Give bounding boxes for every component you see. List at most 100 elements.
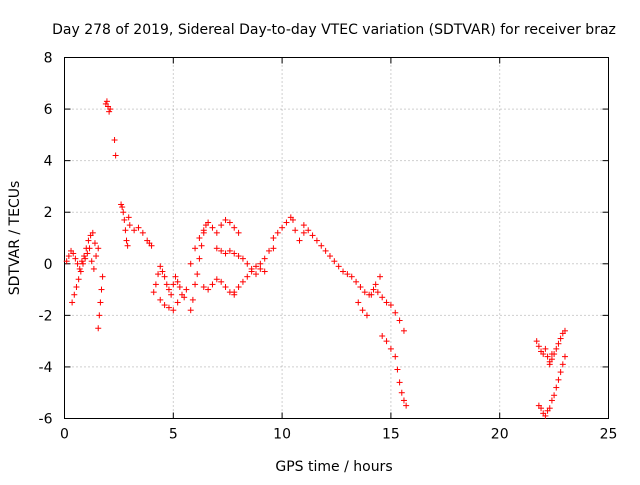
data-point — [318, 242, 325, 249]
data-point — [239, 255, 246, 262]
data-point — [69, 299, 76, 306]
data-point — [553, 345, 560, 352]
data-point — [252, 263, 259, 270]
data-point — [76, 265, 83, 272]
data-point — [165, 304, 172, 311]
data-point — [309, 232, 316, 239]
data-point — [368, 291, 375, 298]
tick-layer: 0 5 10 15 20 25 -6 -4 -2 0 2 4 6 8 — [39, 51, 618, 443]
data-point — [296, 237, 303, 244]
data-point — [348, 273, 355, 280]
data-point — [235, 229, 242, 236]
data-point — [548, 356, 555, 363]
data-point — [218, 247, 225, 254]
plot-frame — [64, 57, 609, 419]
data-point — [187, 307, 194, 314]
data-point — [96, 312, 103, 319]
data-point — [553, 384, 560, 391]
data-point — [403, 402, 410, 409]
data-point — [192, 281, 199, 288]
data-point — [244, 260, 251, 267]
grid-layer — [64, 57, 609, 419]
y-tick-label: -4 — [39, 360, 53, 376]
data-point — [150, 289, 157, 296]
data-point — [372, 281, 379, 288]
data-point — [355, 299, 362, 306]
data-point — [266, 247, 273, 254]
data-point — [274, 229, 281, 236]
data-point — [544, 353, 551, 360]
data-point — [148, 242, 155, 249]
data-point — [542, 412, 549, 419]
data-point — [392, 353, 399, 360]
data-point — [106, 108, 113, 115]
data-point — [248, 268, 255, 275]
data-point — [187, 260, 194, 267]
data-point — [192, 245, 199, 252]
data-point — [120, 209, 127, 216]
data-point — [222, 250, 229, 257]
data-point — [546, 405, 553, 412]
data-point — [194, 271, 201, 278]
data-point — [394, 366, 401, 373]
data-point — [209, 224, 216, 231]
data-point — [157, 296, 164, 303]
data-point — [231, 289, 238, 296]
data-point — [183, 286, 190, 293]
data-point — [181, 294, 188, 301]
data-point — [313, 237, 320, 244]
data-point — [213, 276, 220, 283]
y-axis-label: SDTVAR / TECUs — [7, 181, 23, 296]
data-point — [85, 237, 92, 244]
data-point — [152, 281, 159, 288]
data-point — [359, 307, 366, 314]
data-point — [174, 299, 181, 306]
y-tick-label: -6 — [39, 412, 53, 428]
data-point — [174, 278, 181, 285]
data-point — [546, 361, 553, 368]
data-point — [235, 253, 242, 260]
data-point — [170, 281, 177, 288]
data-point — [257, 265, 264, 272]
data-point — [63, 258, 70, 265]
data-point — [326, 253, 333, 260]
data-point — [189, 296, 196, 303]
data-point — [548, 397, 555, 404]
data-point — [340, 268, 347, 275]
data-point — [119, 204, 126, 211]
data-point — [99, 273, 106, 280]
data-point — [222, 216, 229, 223]
data-point — [257, 260, 264, 267]
data-point — [170, 307, 177, 314]
data-point — [112, 152, 119, 159]
data-point — [261, 268, 268, 275]
data-point — [103, 98, 110, 105]
data-point — [261, 255, 268, 262]
x-tick-label: 5 — [169, 427, 178, 443]
chart-title: Day 278 of 2019, Sidereal Day-to-day VTE… — [52, 22, 616, 38]
data-point — [561, 327, 568, 334]
data-point — [322, 247, 329, 254]
data-point — [559, 361, 566, 368]
data-point — [551, 351, 558, 358]
data-point — [396, 317, 403, 324]
data-point — [538, 405, 545, 412]
data-point — [226, 247, 233, 254]
data-point — [387, 302, 394, 309]
data-point — [555, 340, 562, 347]
data-point — [163, 281, 170, 288]
y-tick-label: 0 — [44, 257, 53, 273]
y-tick-label: -2 — [39, 308, 53, 324]
data-point — [73, 283, 80, 290]
data-point — [157, 263, 164, 270]
data-point — [155, 271, 162, 278]
data-point — [270, 235, 277, 241]
data-point — [82, 255, 89, 262]
data-point — [65, 253, 72, 260]
data-point — [196, 235, 203, 241]
data-point — [165, 286, 172, 293]
data-point — [289, 216, 296, 223]
data-point — [121, 216, 128, 223]
data-point — [126, 222, 133, 229]
